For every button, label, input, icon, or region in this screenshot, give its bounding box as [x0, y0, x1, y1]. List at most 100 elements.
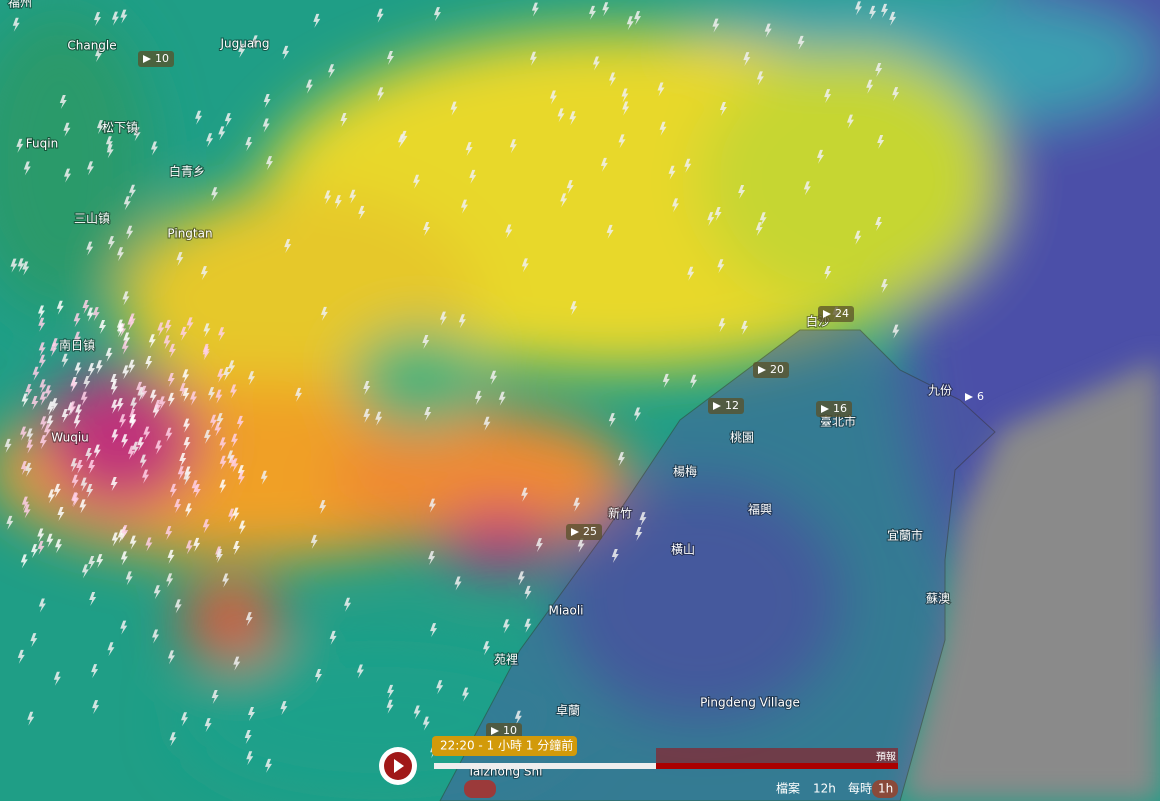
bolt [465, 142, 473, 157]
bolt [238, 520, 246, 535]
timeline-future[interactable] [656, 763, 898, 769]
bolt [92, 307, 100, 322]
bolt [105, 136, 113, 151]
bolt [344, 597, 352, 612]
bolt [99, 320, 107, 335]
bolt [119, 414, 127, 429]
bolt [17, 649, 25, 664]
bolt [63, 122, 71, 137]
bolt [606, 224, 614, 239]
bolt [55, 539, 63, 554]
bolt [560, 193, 568, 208]
bolt [174, 499, 182, 514]
bolt [116, 398, 124, 413]
bolt [600, 157, 608, 172]
bolt [634, 407, 642, 422]
bolt [738, 184, 746, 199]
bolt [609, 72, 617, 87]
bolt [74, 362, 82, 377]
bolt [85, 448, 93, 463]
bolt [64, 168, 72, 183]
bolt [458, 314, 466, 329]
range-label[interactable]: 12h [813, 782, 836, 796]
bolt [190, 391, 198, 406]
bolt [428, 551, 436, 566]
bolt [145, 356, 153, 371]
bolt [474, 390, 482, 405]
bolt [712, 18, 720, 33]
bolt [179, 452, 187, 467]
bolt [53, 483, 61, 498]
bolt [690, 374, 698, 389]
step-pill[interactable] [872, 780, 898, 798]
bolt [315, 669, 323, 684]
bolt [167, 373, 175, 388]
bolt [88, 556, 96, 571]
bolt [854, 230, 862, 245]
bolt [219, 455, 227, 470]
bolt [529, 51, 537, 66]
bolt [498, 391, 506, 406]
wind-speed: 20 [770, 363, 784, 376]
bolt [892, 87, 900, 102]
bolt [149, 389, 157, 404]
bolt [181, 712, 189, 727]
timeline-past[interactable] [434, 763, 656, 769]
bolt [755, 222, 763, 237]
wind-arrow [491, 727, 499, 735]
wind-arrow [571, 528, 579, 536]
archive-label[interactable]: 檔案 [776, 781, 800, 796]
bolt [759, 212, 767, 227]
bolt [265, 758, 273, 773]
bolt [208, 387, 216, 402]
bolt [195, 110, 203, 125]
bolt [70, 458, 78, 473]
place-label: 福興 [748, 502, 772, 517]
speed-button[interactable] [464, 780, 496, 798]
wind-arrow [143, 55, 151, 63]
bolt [460, 199, 468, 214]
bolt [87, 363, 95, 378]
bolt [148, 334, 156, 349]
place-label: 宜蘭市 [887, 528, 923, 543]
bolt [23, 504, 31, 519]
wind-speed: 6 [977, 390, 984, 403]
wind-badges: 10 24 20 12 16 6 25 10 [138, 51, 984, 739]
bolt [126, 225, 134, 240]
bolt [130, 397, 138, 412]
bolt [120, 9, 128, 24]
bolt [889, 11, 897, 26]
bolt [37, 305, 45, 320]
bolt [110, 477, 118, 492]
bolt [193, 537, 201, 552]
bolt [86, 241, 94, 256]
bolt [224, 113, 232, 128]
bolt [428, 498, 436, 513]
bolt [88, 460, 96, 475]
place-label: 蘇澳 [926, 592, 950, 606]
bolt [38, 354, 46, 369]
place-label: Miaoli [548, 604, 583, 618]
bolt [717, 259, 725, 274]
bolt [573, 497, 581, 512]
bolt [111, 11, 119, 26]
bolt [524, 618, 532, 633]
bolt [282, 45, 290, 60]
bolt [363, 380, 371, 395]
wind-badge [816, 401, 852, 417]
wind-badge [486, 723, 522, 739]
place-label: 苑裡 [494, 652, 518, 667]
bolt [535, 538, 543, 553]
wind-arrow [821, 405, 829, 413]
bolt [211, 690, 219, 705]
bolt [177, 466, 185, 481]
bolt [244, 730, 252, 745]
bolt [743, 52, 751, 67]
bolt [95, 360, 103, 375]
place-label: Wuqiu [51, 431, 89, 445]
bolt [877, 135, 885, 150]
wind-speed: 16 [833, 402, 847, 415]
bolt [635, 527, 643, 542]
bolt [86, 307, 94, 322]
bolt [128, 359, 136, 374]
